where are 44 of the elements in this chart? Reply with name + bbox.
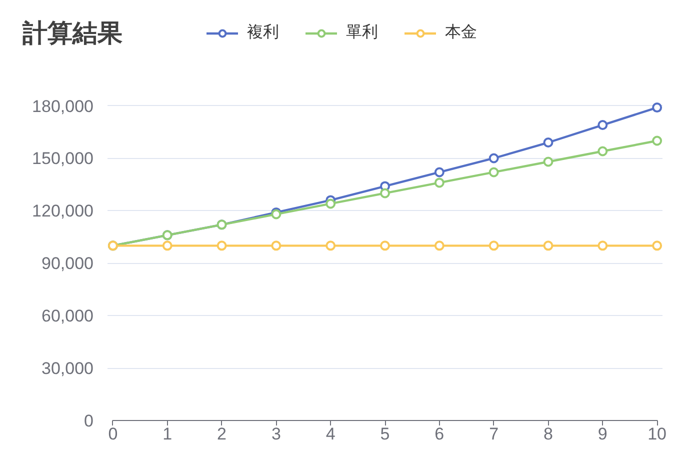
legend-label: 單利 xyxy=(346,22,378,43)
x-tick-label: 6 xyxy=(434,424,444,444)
point xyxy=(326,240,336,251)
legend-label: 複利 xyxy=(247,22,279,43)
x-tick-label: 1 xyxy=(162,424,172,444)
y-tick-label: 90,000 xyxy=(42,254,94,274)
y-tick-label: 60,000 xyxy=(42,306,94,326)
y-tick-label: 0 xyxy=(84,412,94,430)
point xyxy=(434,167,444,178)
point xyxy=(380,240,390,251)
x-tick-label: 3 xyxy=(271,424,281,444)
point xyxy=(488,167,499,178)
x-tick-label: 10 xyxy=(648,424,667,444)
x-tick-label: 2 xyxy=(217,424,227,444)
point xyxy=(652,240,662,251)
point xyxy=(598,146,608,156)
legend-label: 本金 xyxy=(445,22,477,43)
point xyxy=(380,188,390,198)
x-tick-label: 5 xyxy=(380,424,390,444)
point xyxy=(434,178,444,188)
point xyxy=(216,240,227,251)
point xyxy=(326,198,336,209)
point xyxy=(488,240,499,251)
point xyxy=(652,102,662,113)
x-tick-label: 0 xyxy=(108,424,118,444)
point xyxy=(434,240,444,251)
point xyxy=(598,240,608,251)
point xyxy=(162,240,172,251)
point xyxy=(271,240,282,251)
x-tick-label: 4 xyxy=(326,424,336,444)
x-tick-label: 9 xyxy=(598,424,608,444)
point xyxy=(543,240,554,251)
x-tick-label: 8 xyxy=(544,424,553,444)
point xyxy=(543,138,554,148)
y-tick-label: 150,000 xyxy=(32,149,94,168)
point xyxy=(598,120,608,130)
point xyxy=(652,136,662,146)
y-tick-label: 30,000 xyxy=(42,359,94,378)
y-tick-label: 180,000 xyxy=(32,96,94,116)
x-tick-label: 7 xyxy=(489,424,499,444)
point xyxy=(488,153,499,164)
chart-title: 計算結果 xyxy=(22,20,122,48)
y-tick-label: 120,000 xyxy=(32,202,94,221)
point xyxy=(543,156,554,167)
